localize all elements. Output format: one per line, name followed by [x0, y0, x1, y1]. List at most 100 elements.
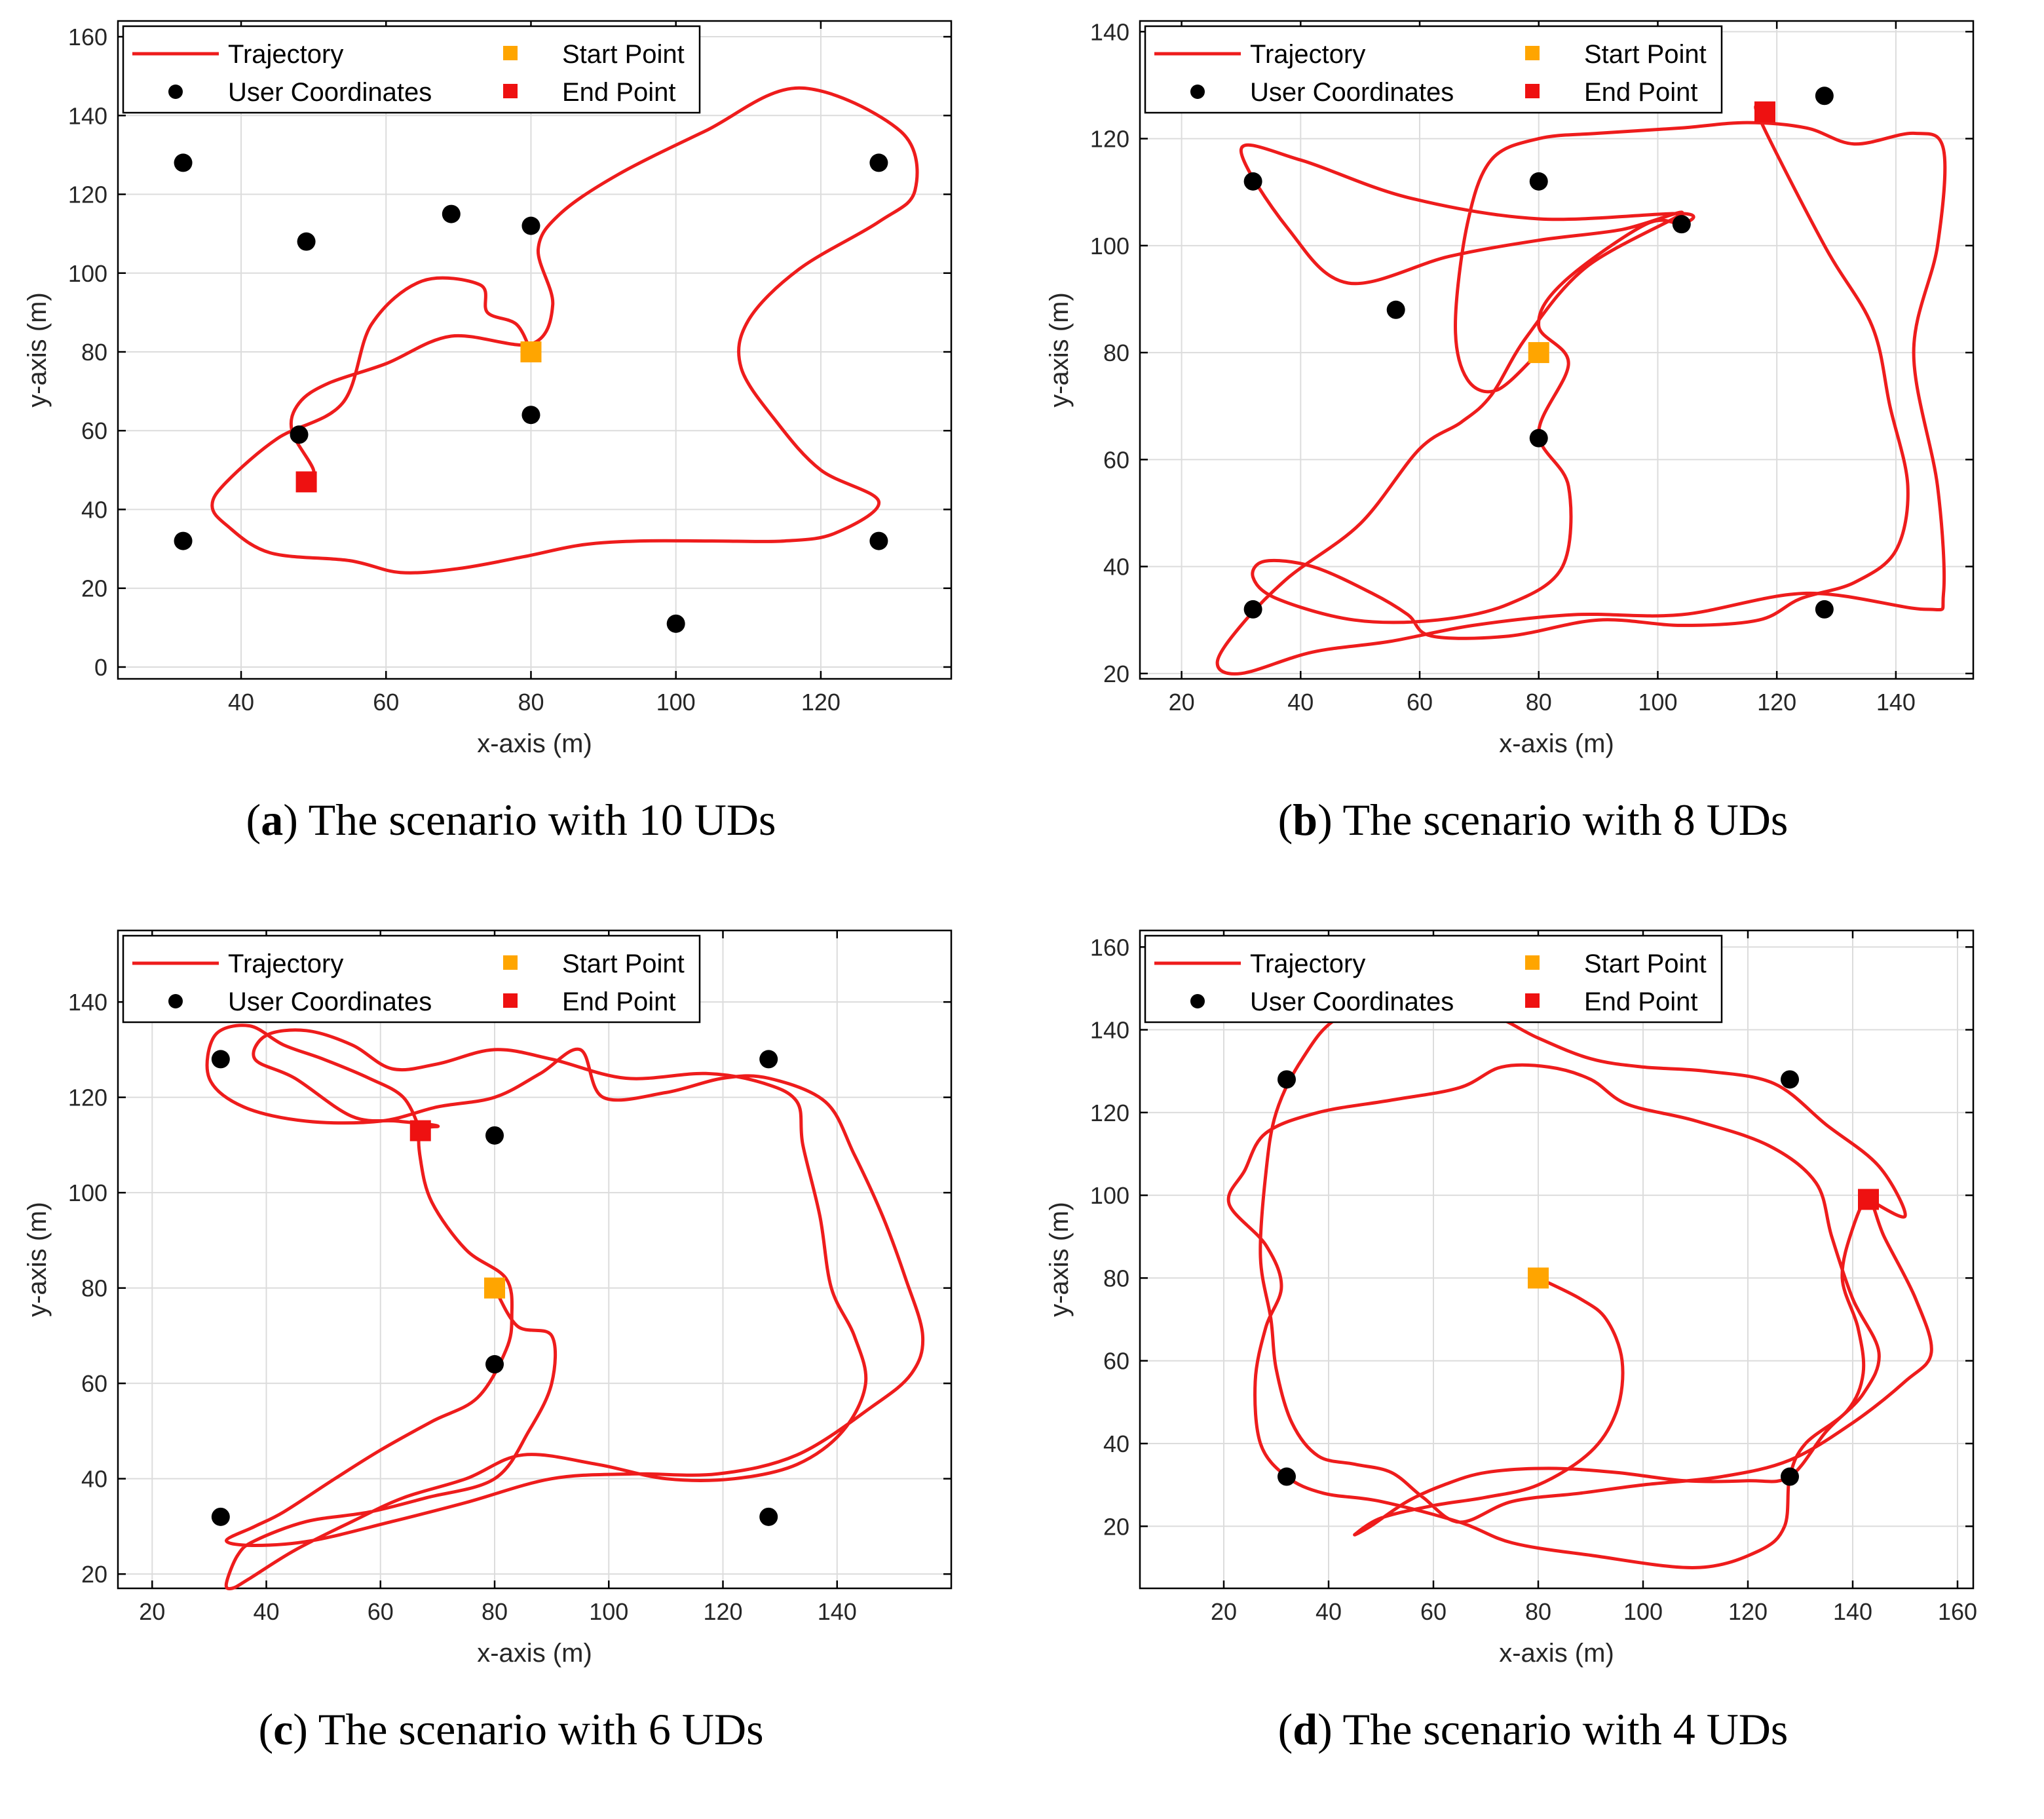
start-point [1528, 342, 1549, 364]
y-tick-label: 120 [1090, 126, 1129, 153]
legend-box [122, 25, 701, 114]
y-tick-label: 120 [68, 182, 107, 208]
panel-b: 20 40 60 80 100 120 140 20 40 60 80 100 120 140 x-axis… [1022, 0, 2044, 910]
user-point [174, 153, 193, 172]
chart-d: 20 40 60 80 100 120 140 160 20 40 60 80 100 120 140 160… [1045, 929, 1977, 1668]
x-tick-label: 140 [1876, 689, 1916, 716]
legend-end-label: End Point [1584, 987, 1697, 1016]
legend-user-label: User Coordinates [228, 987, 432, 1016]
legend-user-swatch [168, 85, 183, 99]
x-axis-label: x-axis (m) [1499, 729, 1614, 758]
y-tick-label: 140 [68, 989, 107, 1016]
y-tick-label: 160 [68, 24, 107, 50]
y-tick-label: 140 [1090, 18, 1129, 45]
y-tick-label: 60 [81, 1370, 107, 1397]
y-tick-label: 120 [68, 1084, 107, 1111]
y-tick-label: 120 [1090, 1100, 1129, 1126]
user-point [442, 204, 461, 223]
user-point [1672, 215, 1691, 234]
x-tick-label: 100 [589, 1598, 628, 1625]
legend-end-label: End Point [562, 78, 675, 107]
panel-c: 20 40 60 80 100 120 140 20 40 60 80 100 120 140 x-axis… [0, 910, 1022, 1819]
caption-d: (d) The scenario with 4 UDs [1278, 1704, 1788, 1754]
trajectory-line [1215, 104, 1947, 676]
legend-user-label: User Coordinates [1250, 987, 1454, 1016]
y-tick-label: 80 [81, 1275, 107, 1302]
user-point [297, 232, 316, 251]
legend-end-label: End Point [562, 987, 675, 1016]
y-tick-label: 80 [1103, 1265, 1129, 1292]
start-point [1528, 1267, 1549, 1289]
y-tick-label: 40 [1103, 1430, 1129, 1457]
user-point [1815, 86, 1834, 105]
user-point [869, 153, 888, 172]
legend-start-swatch [1525, 955, 1540, 970]
panel-a: 40 60 80 100 120 0 20 40 60 80 100 120 140 160 x-axis … [0, 0, 1022, 910]
legend-user-label: User Coordinates [1250, 78, 1454, 107]
x-tick-label: 120 [801, 689, 841, 716]
y-tick-label: 20 [1103, 1513, 1129, 1540]
legend-end-swatch [1525, 84, 1540, 98]
y-tick-label: 80 [81, 339, 107, 366]
x-tick-label: 20 [1169, 689, 1195, 716]
x-axis-label: x-axis (m) [477, 729, 592, 758]
legend-end-label: End Point [1584, 78, 1697, 107]
caption-letter: d [1293, 1704, 1318, 1754]
user-point [174, 531, 193, 550]
user-point [1243, 172, 1262, 191]
user-point [521, 216, 540, 235]
legend-trajectory-label: Trajectory [1250, 949, 1365, 978]
axes-box [117, 929, 953, 1590]
legend-user-swatch [168, 994, 183, 1008]
legend-end-swatch [503, 993, 518, 1008]
user-point [1529, 429, 1548, 448]
end-point [1858, 1189, 1879, 1210]
y-tick-label: 100 [1090, 233, 1129, 259]
x-tick-label: 140 [1833, 1598, 1872, 1625]
start-point [520, 341, 542, 363]
user-point [211, 1507, 230, 1526]
user-point [1781, 1070, 1799, 1089]
legend-trajectory-label: Trajectory [228, 40, 343, 69]
user-point [869, 531, 888, 550]
legend-start-label: Start Point [562, 40, 685, 69]
y-tick-label: 60 [1103, 1348, 1129, 1375]
x-tick-label: 40 [228, 689, 254, 716]
y-tick-label: 0 [94, 654, 107, 681]
y-tick-label: 40 [81, 496, 107, 523]
legend-start-label: Start Point [1584, 949, 1707, 978]
legend-user-swatch [1190, 994, 1205, 1008]
user-point [759, 1507, 778, 1526]
user-point [759, 1050, 778, 1069]
legend-start-label: Start Point [1584, 40, 1707, 69]
y-tick-label: 60 [1103, 446, 1129, 473]
end-point [409, 1120, 431, 1141]
y-axis-label: y-axis (m) [1045, 1202, 1074, 1317]
legend: Trajectory User Coordinates Start Point End… [122, 934, 701, 1024]
user-point [521, 406, 540, 425]
y-tick-label: 140 [1090, 1017, 1129, 1044]
user-point [485, 1126, 504, 1145]
x-axis-label: x-axis (m) [477, 1639, 592, 1668]
x-axis-label: x-axis (m) [1499, 1639, 1614, 1668]
legend-start-swatch [503, 955, 518, 970]
user-point [1815, 600, 1834, 619]
grid [1140, 930, 1973, 1588]
user-point [485, 1355, 504, 1374]
y-axis-label: y-axis (m) [1045, 292, 1074, 408]
axes-box [1139, 20, 1975, 680]
chart-a: 40 60 80 100 120 0 20 40 60 80 100 120 140 160 x-axis … [23, 20, 953, 758]
y-axis-label: y-axis (m) [23, 1202, 52, 1317]
legend-user-label: User Coordinates [228, 78, 432, 107]
x-tick-label: 60 [368, 1598, 394, 1625]
trajectory-line [1226, 999, 1933, 1569]
user-point [1386, 300, 1405, 319]
x-tick-label: 120 [1757, 689, 1796, 716]
y-tick-label: 100 [68, 260, 107, 287]
x-tick-label: 80 [1525, 1598, 1551, 1625]
x-tick-label: 20 [1211, 1598, 1237, 1625]
legend-end-swatch [503, 84, 518, 98]
caption-c: (c) The scenario with 6 UDs [258, 1704, 764, 1754]
caption-letter: b [1293, 795, 1318, 845]
user-point [1781, 1467, 1799, 1486]
